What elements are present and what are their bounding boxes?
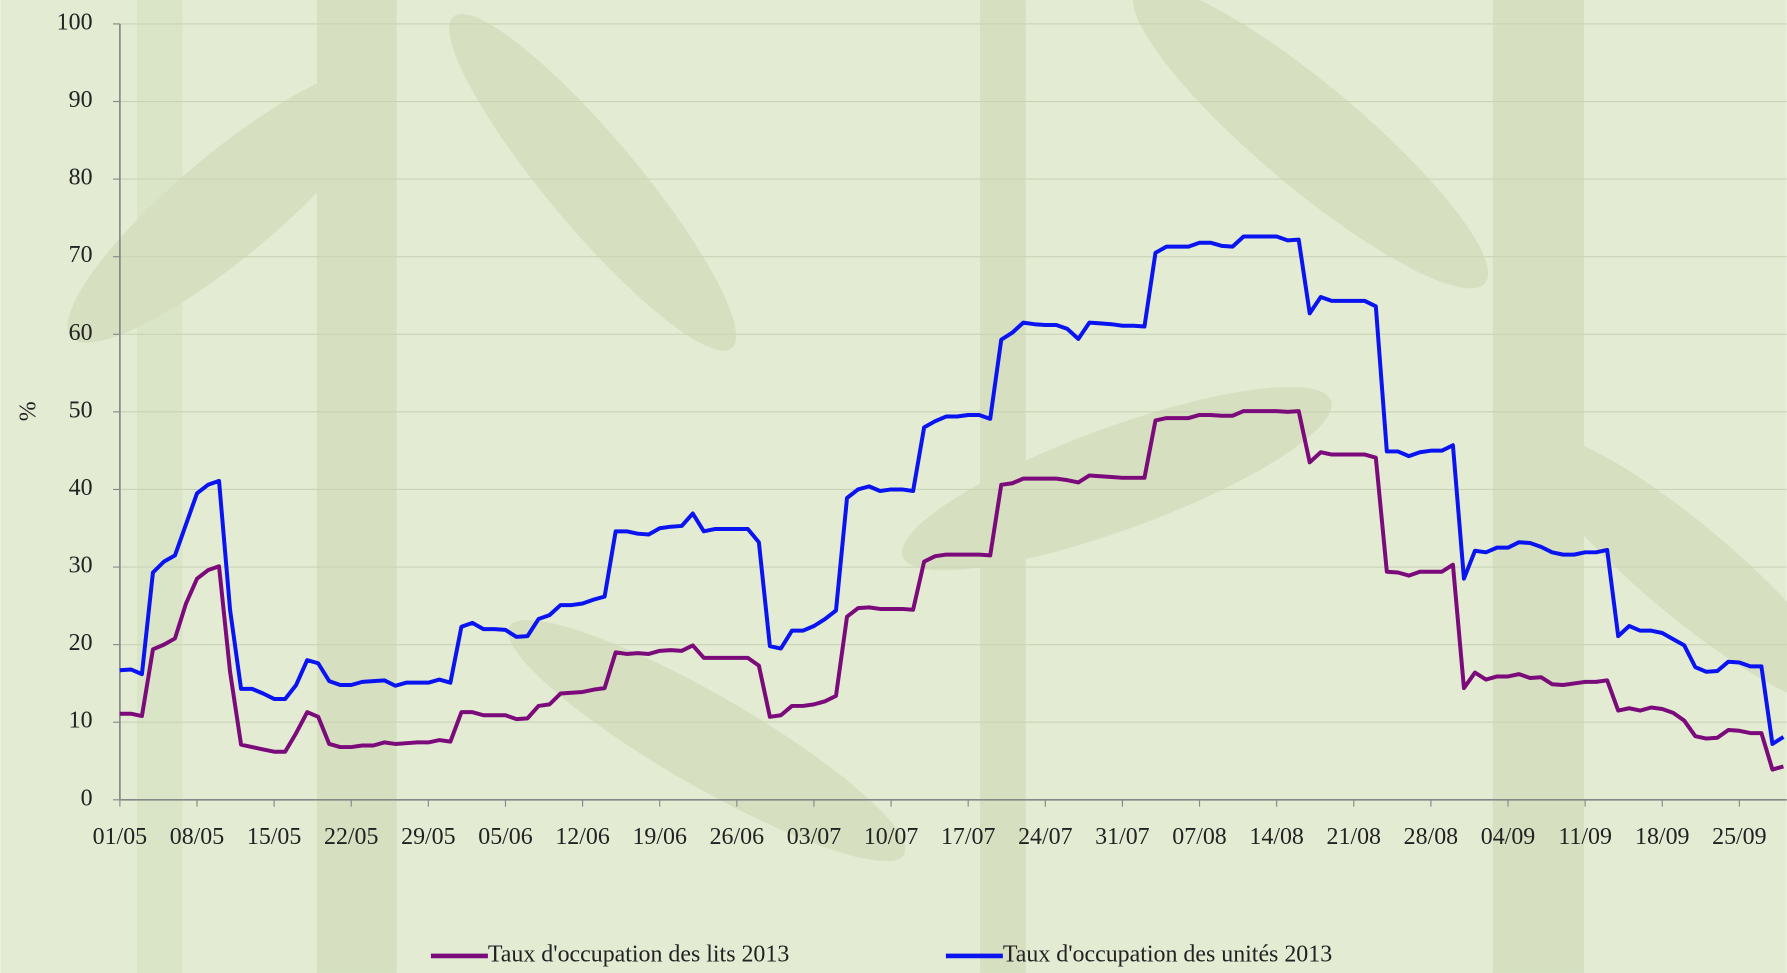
x-tick-label: 15/05: [247, 824, 302, 850]
y-tick-label: 90: [69, 87, 93, 113]
y-tick-label: 60: [69, 320, 93, 346]
legend-label: Taux d'occupation des unités 2013: [1003, 941, 1332, 967]
x-tick-label: 17/07: [941, 824, 996, 850]
x-tick-label: 01/05: [93, 824, 148, 850]
x-tick-label: 08/05: [170, 824, 225, 850]
x-tick-label: 29/05: [401, 824, 456, 850]
x-tick-label: 22/05: [324, 824, 379, 850]
series-line: [119, 234, 1785, 746]
x-tick-label: 03/07: [787, 824, 842, 850]
x-tick-label: 04/09: [1481, 824, 1535, 850]
x-tick-label: 21/08: [1327, 824, 1382, 850]
x-tick-label: 19/06: [632, 824, 687, 850]
x-tick-label: 11/09: [1558, 824, 1612, 850]
y-tick-label: 40: [69, 475, 93, 501]
x-tick-label: 05/06: [478, 824, 533, 850]
x-tick-label: 07/08: [1172, 824, 1227, 850]
x-tick-label: 24/07: [1018, 824, 1073, 850]
y-tick-label: 50: [69, 397, 93, 423]
x-tick-label: 18/09: [1635, 824, 1689, 850]
x-tick-label: 31/07: [1095, 824, 1150, 850]
y-tick-label: 80: [69, 165, 93, 191]
x-tick-label: 12/06: [555, 824, 610, 850]
series-line: [119, 409, 1784, 772]
y-tick-label: 10: [69, 708, 93, 734]
x-tick-label: 14/08: [1249, 824, 1304, 850]
x-tick-label: 10/07: [864, 824, 919, 850]
y-tick-label: 100: [57, 9, 93, 35]
y-tick-label: 0: [81, 785, 93, 811]
y-tick-label: 70: [69, 242, 93, 268]
legend-label: Taux d'occupation des lits 2013: [488, 941, 789, 967]
y-tick-label: 30: [69, 553, 93, 579]
x-tick-label: 28/08: [1404, 824, 1459, 850]
x-tick-label: 25/09: [1712, 824, 1766, 850]
y-axis-label: %: [15, 401, 41, 421]
x-tick-label: 26/06: [710, 824, 765, 850]
y-tick-label: 20: [69, 630, 93, 656]
bamboo-decoration: [67, 0, 1787, 973]
